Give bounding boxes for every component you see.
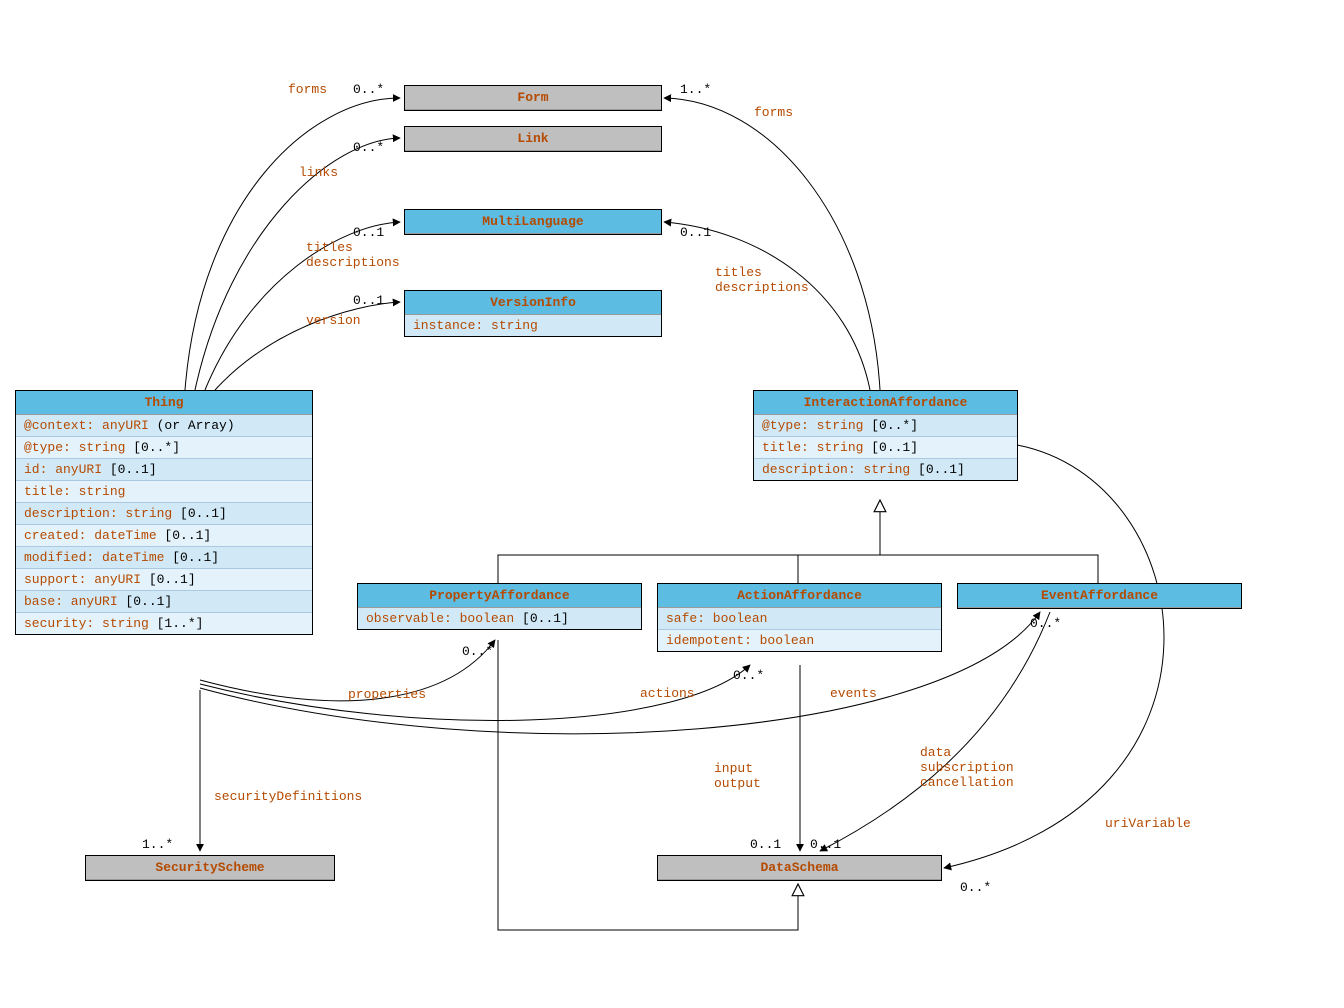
attr-row: id: anyURI [0..1] — [16, 459, 312, 481]
attr-row: safe: boolean — [658, 608, 941, 630]
mult-form-right: 1..* — [680, 82, 711, 97]
label-titles-desc-left: titles descriptions — [306, 240, 400, 270]
attr-row: support: anyURI [0..1] — [16, 569, 312, 591]
class-title: VersionInfo — [405, 291, 661, 315]
mult-form-left: 0..* — [353, 82, 384, 97]
label-actions: actions — [640, 686, 695, 701]
mult-urivar: 0..* — [960, 880, 991, 895]
class-securityscheme: SecurityScheme — [85, 855, 335, 881]
attr-row: security: string [1..*] — [16, 613, 312, 634]
mult-multilang-right: 0..1 — [680, 225, 711, 240]
attr-row: created: dateTime [0..1] — [16, 525, 312, 547]
attr-row: title: string [0..1] — [754, 437, 1017, 459]
attr-row: description: string [0..1] — [16, 503, 312, 525]
label-data-sub-cancel: data subscription cancellation — [920, 745, 1014, 790]
class-interactionaffordance: InteractionAffordance@type: string [0..*… — [753, 390, 1018, 481]
class-propertyaffordance: PropertyAffordanceobservable: boolean [0… — [357, 583, 642, 630]
label-events: events — [830, 686, 877, 701]
class-form: Form — [404, 85, 662, 111]
attr-row: idempotent: boolean — [658, 630, 941, 651]
class-title: MultiLanguage — [405, 210, 661, 234]
mult-multilang-left: 0..1 — [353, 225, 384, 240]
mult-link: 0..* — [353, 140, 384, 155]
class-title: InteractionAffordance — [754, 391, 1017, 415]
mult-dataschema-out: 0..1 — [810, 837, 841, 852]
label-securitydefinitions: securityDefinitions — [214, 789, 362, 804]
class-title: EventAffordance — [958, 584, 1241, 608]
class-title: Link — [405, 127, 661, 151]
label-version: version — [306, 313, 361, 328]
class-title: Thing — [16, 391, 312, 415]
class-title: DataSchema — [658, 856, 941, 880]
class-dataschema: DataSchema — [657, 855, 942, 881]
attr-row: observable: boolean [0..1] — [358, 608, 641, 629]
label-forms-right: forms — [754, 105, 793, 120]
label-input-output: input output — [714, 761, 761, 791]
attr-row: modified: dateTime [0..1] — [16, 547, 312, 569]
class-actionaffordance: ActionAffordancesafe: booleanidempotent:… — [657, 583, 942, 652]
attr-row: instance: string — [405, 315, 661, 336]
class-link: Link — [404, 126, 662, 152]
class-versioninfo: VersionInfoinstance: string — [404, 290, 662, 337]
label-urivariable: uriVariable — [1105, 816, 1191, 831]
class-title: ActionAffordance — [658, 584, 941, 608]
label-properties: properties — [348, 687, 426, 702]
mult-dataschema-in: 0..1 — [750, 837, 781, 852]
label-titles-desc-right: titles descriptions — [715, 265, 809, 295]
attr-row: @type: string [0..*] — [754, 415, 1017, 437]
label-links: links — [299, 165, 338, 180]
mult-property: 0..* — [462, 644, 493, 659]
class-eventaffordance: EventAffordance — [957, 583, 1242, 609]
attr-row: description: string [0..1] — [754, 459, 1017, 480]
class-multilanguage: MultiLanguage — [404, 209, 662, 235]
mult-action: 0..* — [733, 668, 764, 683]
mult-version: 0..1 — [353, 293, 384, 308]
class-thing: Thing@context: anyURI (or Array)@type: s… — [15, 390, 313, 635]
mult-event: 0..* — [1030, 616, 1061, 631]
class-title: Form — [405, 86, 661, 110]
attr-row: title: string — [16, 481, 312, 503]
class-title: PropertyAffordance — [358, 584, 641, 608]
mult-security: 1..* — [142, 837, 173, 852]
attr-row: @type: string [0..*] — [16, 437, 312, 459]
attr-row: @context: anyURI (or Array) — [16, 415, 312, 437]
attr-row: base: anyURI [0..1] — [16, 591, 312, 613]
label-forms-left: forms — [288, 82, 327, 97]
class-title: SecurityScheme — [86, 856, 334, 880]
